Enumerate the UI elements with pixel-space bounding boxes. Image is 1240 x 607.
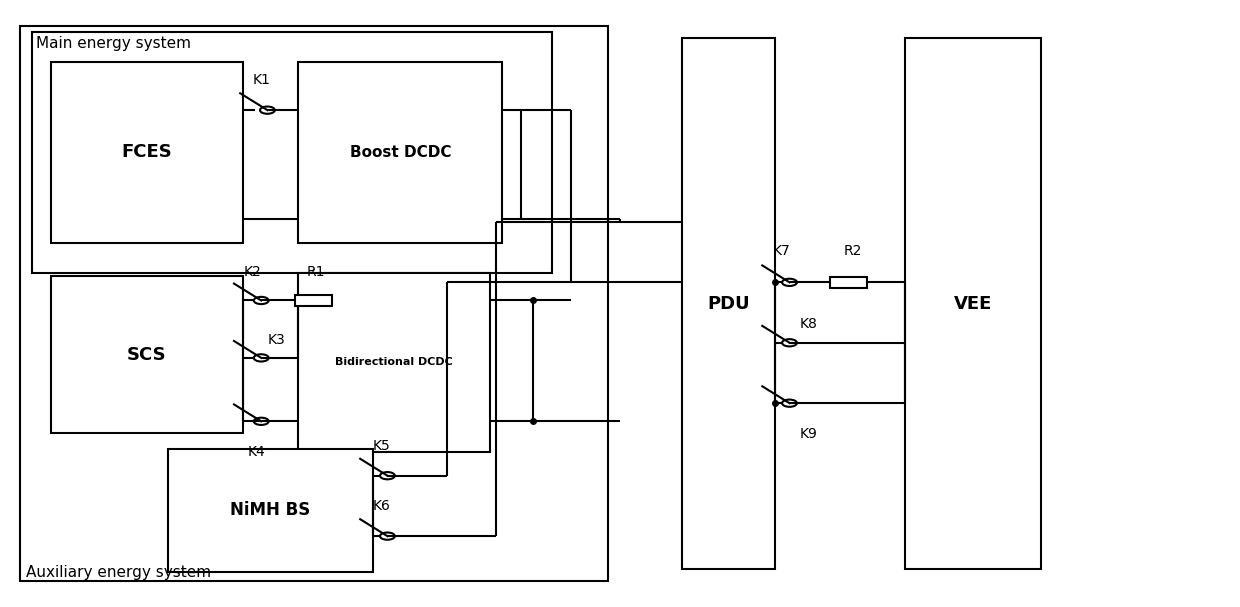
Bar bbox=[299, 273, 490, 452]
Bar bbox=[299, 62, 502, 243]
Text: Auxiliary energy system: Auxiliary energy system bbox=[26, 565, 211, 580]
Bar bbox=[51, 62, 243, 243]
Text: K8: K8 bbox=[800, 317, 817, 331]
Text: PDU: PDU bbox=[707, 294, 749, 313]
Text: K6: K6 bbox=[372, 499, 391, 513]
Text: Bidirectional DCDC: Bidirectional DCDC bbox=[335, 358, 453, 367]
Bar bbox=[831, 277, 868, 288]
Text: SCS: SCS bbox=[126, 346, 166, 364]
Text: FCES: FCES bbox=[122, 143, 172, 161]
Bar bbox=[32, 32, 552, 273]
Text: K4: K4 bbox=[248, 446, 265, 459]
Text: K7: K7 bbox=[773, 244, 790, 258]
Text: K1: K1 bbox=[253, 73, 270, 87]
Text: K3: K3 bbox=[268, 333, 285, 347]
Bar bbox=[169, 449, 372, 572]
Text: Main energy system: Main energy system bbox=[36, 36, 191, 51]
Text: K9: K9 bbox=[800, 427, 817, 441]
Text: R1: R1 bbox=[308, 265, 325, 279]
Text: NiMH BS: NiMH BS bbox=[231, 501, 310, 520]
Text: VEE: VEE bbox=[954, 294, 992, 313]
Bar bbox=[20, 25, 608, 582]
Text: Boost DCDC: Boost DCDC bbox=[350, 145, 451, 160]
Bar bbox=[904, 38, 1040, 569]
Text: R2: R2 bbox=[844, 244, 862, 258]
Bar bbox=[295, 295, 332, 306]
Bar bbox=[682, 38, 775, 569]
Bar bbox=[51, 276, 243, 433]
Text: K5: K5 bbox=[372, 439, 391, 453]
Text: K2: K2 bbox=[244, 265, 262, 279]
